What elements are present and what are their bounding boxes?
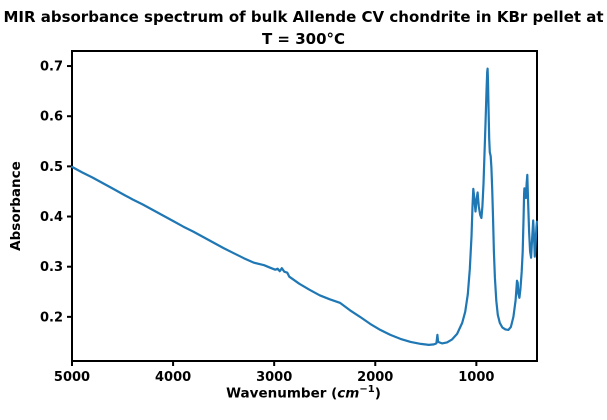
x-axis-label-prefix: Wavenumber (: [226, 385, 338, 402]
y-tick-label: 0.4: [40, 210, 63, 225]
x-axis-label-unit: cm: [337, 385, 360, 402]
y-axis-label: Absorbance: [8, 161, 24, 251]
y-tick-label: 0.2: [40, 310, 63, 325]
axes-frame: [71, 50, 538, 362]
x-axis-label-suffix: ): [374, 385, 381, 402]
x-tick-label: 3000: [256, 370, 292, 385]
x-tick-label: 1000: [458, 370, 494, 385]
y-tick-label: 0.6: [40, 110, 63, 125]
x-tick-label: 2000: [357, 370, 393, 385]
y-tick-label: 0.5: [40, 160, 63, 175]
x-axis-label-exponent: −1: [359, 384, 375, 395]
y-tick-label: 0.3: [40, 260, 63, 275]
chart-title: MIR absorbance spectrum of bulk Allende …: [0, 6, 607, 50]
x-tick-label: 4000: [155, 370, 191, 385]
spectrum-line: [70, 67, 539, 346]
chart-title-line2: T = 300°C: [261, 30, 346, 48]
x-tick-label: 5000: [54, 370, 90, 385]
chart-title-line1: MIR absorbance spectrum of bulk Allende …: [3, 8, 604, 26]
x-axis-label: Wavenumber (cm−1): [0, 384, 607, 402]
y-tick-label: 0.7: [40, 60, 63, 75]
